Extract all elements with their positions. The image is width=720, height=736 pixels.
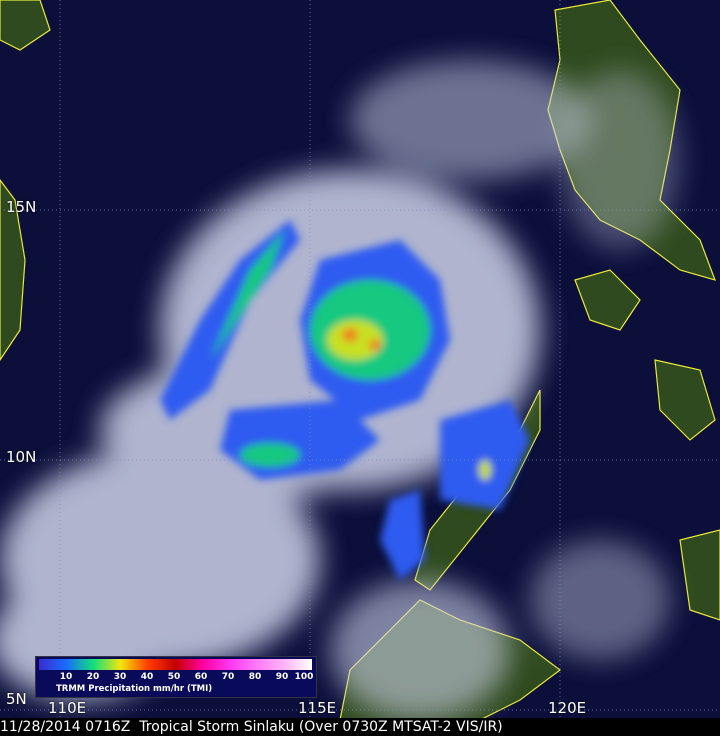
panay	[654, 359, 716, 441]
legend-tick: 100	[294, 672, 314, 682]
lon-label-110e: 110E	[48, 699, 87, 717]
legend-tick: 90	[275, 672, 289, 682]
legend-tick: 70	[221, 672, 235, 682]
precipitation	[160, 220, 530, 580]
legend-tick: 20	[86, 672, 100, 682]
graticule	[0, 0, 720, 718]
mindanao	[679, 529, 720, 621]
legend-tick: 30	[113, 672, 127, 682]
image-caption: 11/28/2014 0716Z Tropical Storm Sinlaku …	[0, 718, 720, 736]
legend-tick: 50	[167, 672, 181, 682]
mindoro	[574, 269, 641, 331]
vietnam	[0, 179, 26, 362]
legend-tick: 10	[59, 672, 73, 682]
lon-label-115e: 115E	[298, 699, 337, 717]
legend-title: TRMM Precipitation mm/hr (TMI)	[56, 684, 213, 694]
lat-label-15n: 15N	[6, 198, 37, 216]
hainan-edge	[0, 0, 51, 51]
lon-label-120e: 120E	[548, 699, 587, 717]
legend-tick: 40	[140, 672, 154, 682]
precipitation-legend: 10 20 30 40 50 60 70 80 90 100 TRMM Prec…	[35, 656, 317, 698]
legend-color-bar	[39, 659, 312, 670]
legend-tick: 60	[194, 672, 208, 682]
lat-label-5n: 5N	[6, 690, 27, 708]
lat-label-10n: 10N	[6, 448, 37, 466]
legend-tick: 80	[248, 672, 262, 682]
